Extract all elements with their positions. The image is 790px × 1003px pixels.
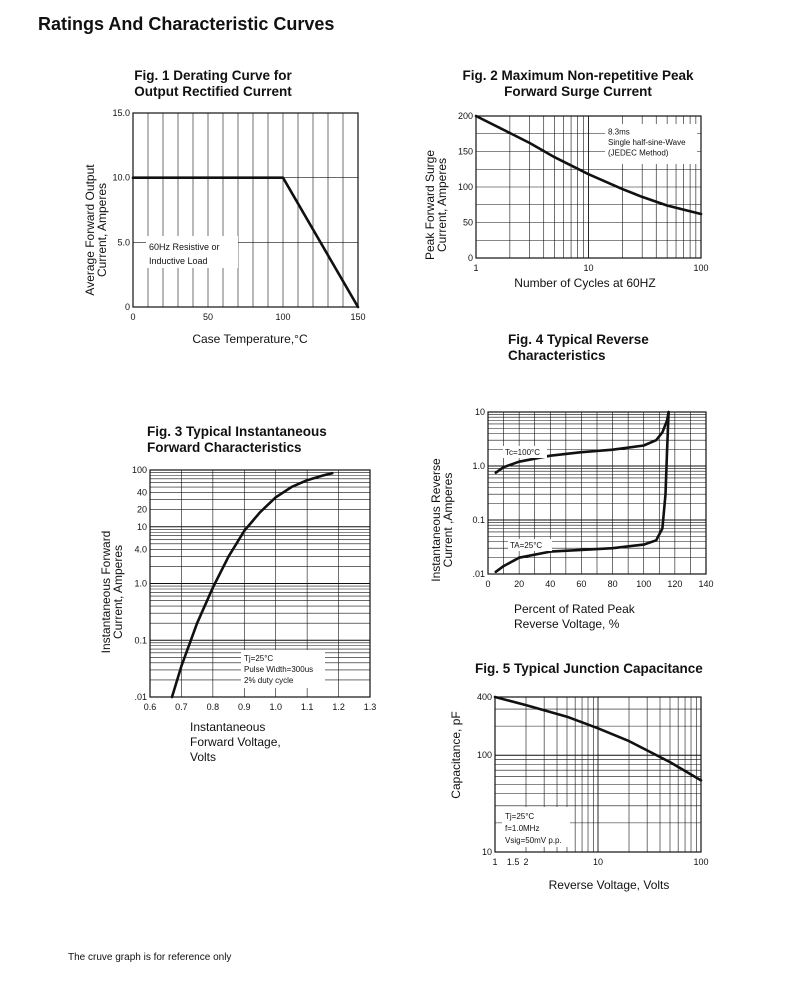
fig4-xtick-label: 140 <box>698 579 713 589</box>
fig2-xtick-label: 100 <box>693 263 708 273</box>
page-title: Ratings And Characteristic Curves <box>38 14 335 34</box>
fig1-annotation: 60Hz Resistive or Inductive Load <box>149 242 220 266</box>
fig5-title: Fig. 5 Typical Junction Capacitance <box>475 661 703 676</box>
fig5-xtick-label: 2 <box>523 857 528 867</box>
fig2-title: Fig. 2 Maximum Non-repetitive Peak Forwar… <box>462 68 694 99</box>
fig5-xtick-label: 1.5 <box>507 857 520 867</box>
fig1-x-axis-label: Case Temperature,°C <box>192 332 308 346</box>
fig1-xtick-label: 100 <box>275 312 290 322</box>
fig1-ytick-label: 15.0 <box>112 108 130 118</box>
fig5-xtick-label: 10 <box>593 857 603 867</box>
fig4-series-line-1 <box>494 410 670 475</box>
fig4-ytick-label: 1.0 <box>472 461 485 471</box>
fig4-series-label-bg <box>508 539 552 551</box>
fig2-y-axis-label: Peak Forward SurgeCurrent, Amperes <box>423 150 449 260</box>
fig3-ytick-label: 1.0 <box>134 579 147 589</box>
fig4-series-line-2 <box>494 410 670 574</box>
fig2-ytick-label: 150 <box>458 147 473 157</box>
fig1-ytick-label: 10.0 <box>112 173 130 183</box>
fig3-ytick-label: 40 <box>137 488 147 498</box>
fig3-ytick-label: 4.0 <box>134 544 147 554</box>
fig3-xtick-label: 1.3 <box>364 702 377 712</box>
fig1-title: Fig. 1 Derating Curve for Output Rectifie… <box>134 68 292 99</box>
fig2-chart: Fig. 2 Maximum Non-repetitive Peak Forwar… <box>423 68 709 290</box>
fig4-series-label: Tc=100°C <box>505 448 540 457</box>
fig3-annotation-box <box>241 650 325 688</box>
footer-note: The cruve graph is for reference only <box>68 952 232 963</box>
fig5-x-axis-label: Reverse Voltage, Volts <box>549 878 670 892</box>
fig3-plot-frame <box>149 469 371 698</box>
fig4-xtick-label: 0 <box>485 579 490 589</box>
fig4-y-axis-label: Instantaneous ReverseCurrent ,Amperes <box>429 458 455 582</box>
fig3-xtick-label: 0.8 <box>207 702 220 712</box>
fig1-xtick-label: 50 <box>203 312 213 322</box>
fig4-xtick-label: 60 <box>576 579 586 589</box>
fig2-annotation-box <box>605 124 697 164</box>
fig4-x-axis-label: Percent of Rated Peak Reverse Voltage, % <box>514 602 636 631</box>
fig4-xtick-label: 80 <box>608 579 618 589</box>
fig1-y-axis-label: Average Forward OutputCurrent, Amperes <box>83 164 109 296</box>
fig1-annotation-box <box>146 236 238 268</box>
fig3-chart: Fig. 3 Typical Instantaneous Forward Char… <box>99 424 376 764</box>
fig4-series-label: TA=25°C <box>510 541 542 550</box>
fig5-annotation: Tj=25°C f=1.0MHz Vsig=50mV p.p. <box>505 812 562 845</box>
fig4-xtick-label: 100 <box>636 579 651 589</box>
fig1-series-line-1 <box>131 176 360 309</box>
fig5-y-axis-label: Capacitance, pF <box>449 711 463 798</box>
fig3-y-axis-label: Instantaneous ForwardCurrent, Amperes <box>99 531 125 654</box>
fig5-series-line-1 <box>493 695 703 782</box>
fig2-ytick-label: 50 <box>463 218 473 228</box>
fig2-annotation: 8.3ms Single half-sine-Wave (JEDEC Method) <box>608 128 686 158</box>
fig2-xtick-label: 1 <box>473 263 478 273</box>
fig2-series-line-1 <box>474 114 703 216</box>
fig2-xtick-label: 10 <box>583 263 593 273</box>
fig3-ytick-label: 10 <box>137 522 147 532</box>
fig1-xtick-label: 150 <box>350 312 365 322</box>
fig3-x-axis-label: Instantaneous Forward Voltage, Volts <box>190 720 281 764</box>
fig3-annotation: Tj=25°C Pulse Width=300us 2% duty cycle <box>244 654 313 685</box>
fig3-ytick-label: .01 <box>134 692 147 702</box>
fig5-ytick-label: 400 <box>477 692 492 702</box>
fig1-xtick-label: 0 <box>130 312 135 322</box>
fig3-xtick-label: 1.1 <box>301 702 314 712</box>
fig5-xtick-label: 100 <box>693 857 708 867</box>
fig1-plot-frame <box>132 112 359 308</box>
fig4-xtick-label: 20 <box>514 579 524 589</box>
fig1-ytick-label: 0 <box>125 302 130 312</box>
fig3-series-line-1 <box>170 471 334 699</box>
fig3-title: Fig. 3 Typical Instantaneous Forward Char… <box>147 424 327 455</box>
fig5-ytick-label: 10 <box>482 847 492 857</box>
fig2-plot-frame <box>475 115 702 259</box>
fig2-ytick-label: 100 <box>458 182 473 192</box>
fig3-ytick-label: 0.1 <box>134 635 147 645</box>
fig1-ytick-label: 5.0 <box>117 237 130 247</box>
fig4-plot-frame <box>487 411 707 575</box>
fig5-xtick-label: 1 <box>492 857 497 867</box>
fig4-ytick-label: 10 <box>475 407 485 417</box>
fig4-chart: Fig. 4 Typical Reverse Characteristics 0 20… <box>429 332 714 631</box>
fig4-xtick-label: 120 <box>667 579 682 589</box>
fig2-ytick-label: 200 <box>458 111 473 121</box>
fig2-ytick-label: 0 <box>468 253 473 263</box>
fig5-ytick-label: 100 <box>477 750 492 760</box>
fig3-xtick-label: 0.7 <box>175 702 188 712</box>
fig2-x-axis-label: Number of Cycles at 60HZ <box>514 276 655 290</box>
fig5-annotation-box <box>502 807 570 847</box>
fig3-xtick-label: 1.0 <box>269 702 282 712</box>
fig5-plot-frame <box>494 696 702 853</box>
fig4-series-label-bg <box>503 446 547 458</box>
fig4-title: Fig. 4 Typical Reverse Characteristics <box>508 332 649 363</box>
fig4-ytick-label: 0.1 <box>472 515 485 525</box>
fig5-chart: Fig. 5 Typical Junction Capacitance 1 1.5 2… <box>449 661 709 892</box>
fig3-xtick-label: 0.6 <box>144 702 157 712</box>
fig3-xtick-label: 0.9 <box>238 702 251 712</box>
fig1-chart: Fig. 1 Derating Curve for Output Rectifie… <box>83 68 366 346</box>
fig4-ytick-label: .01 <box>472 569 485 579</box>
fig4-xtick-label: 40 <box>545 579 555 589</box>
fig3-xtick-label: 1.2 <box>332 702 345 712</box>
fig3-ytick-label: 100 <box>132 465 147 475</box>
fig3-ytick-label: 20 <box>137 505 147 515</box>
